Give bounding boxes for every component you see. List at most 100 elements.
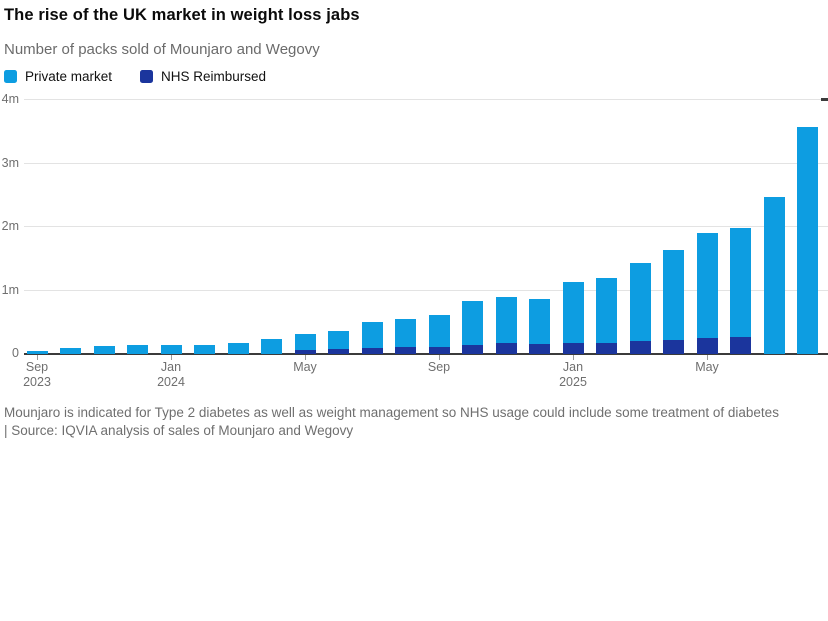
bar-segment-nhs-reimbursed: [562, 342, 584, 354]
bar-segment-nhs-reimbursed: [495, 343, 517, 354]
bar-segment-private-market: [93, 345, 115, 354]
bar-segment-nhs-reimbursed: [663, 339, 684, 354]
x-tick-mark: [572, 354, 574, 360]
bar-segment-nhs-reimbursed: [596, 342, 617, 354]
bar: [797, 126, 818, 354]
footnote-note: Mounjaro is indicated for Type 2 diabete…: [4, 405, 779, 420]
legend-item-nhs-reimbursed: NHS Reimbursed: [140, 69, 266, 84]
legend-label-nhs-reimbursed: NHS Reimbursed: [161, 69, 267, 84]
bar: [261, 338, 282, 354]
bar-segment-private-market: [395, 319, 416, 348]
bar-segment-private-market: [127, 345, 148, 354]
x-tick-mark: [438, 354, 440, 360]
x-tick-label-line: Sep: [427, 359, 451, 374]
y-gridline: [24, 99, 828, 100]
x-tick-label: Jan 2024: [139, 360, 203, 391]
bar-segment-private-market: [26, 351, 48, 354]
bar-segment-private-market: [763, 196, 785, 354]
x-tick-label-line: Sep: [25, 359, 49, 374]
bar-segment-private-market: [529, 298, 550, 344]
bar: [294, 334, 316, 354]
bar-segment-private-market: [495, 296, 517, 344]
chart-footnote: Mounjaro is indicated for Type 2 diabete…: [4, 404, 826, 439]
bar-segment-private-market: [194, 344, 215, 354]
bar: [428, 314, 450, 354]
bar: [763, 196, 785, 354]
x-tick-label: Sep 2023: [5, 360, 69, 391]
bar-segment-nhs-reimbursed: [395, 347, 416, 354]
bar-segment-nhs-reimbursed: [730, 337, 751, 354]
private-market-swatch-icon: [4, 70, 17, 83]
x-tick-label-line: May: [695, 359, 719, 374]
nhs-reimbursed-swatch-icon: [140, 70, 154, 83]
footnote-source: | Source: IQVIA analysis of sales of Mou…: [4, 422, 354, 438]
bar-segment-nhs-reimbursed: [529, 344, 550, 354]
chart-area: 4m 3m 2m 1m 0 Sep 2023 Jan 2024 May Sep Jan 2025 May: [0, 90, 828, 390]
x-tick-label: Jan 2025: [541, 360, 605, 391]
x-tick-label-line: 2023: [23, 375, 51, 389]
bar: [93, 345, 115, 354]
bar-segment-nhs-reimbursed: [294, 350, 316, 354]
bar-segment-nhs-reimbursed: [629, 341, 651, 354]
y-axis-label: 4m: [1, 92, 19, 106]
x-tick-mark: [170, 354, 172, 360]
chart-title: The rise of the UK market in weight loss…: [4, 6, 360, 24]
bar-segment-private-market: [361, 322, 383, 348]
x-tick-label: May: [273, 360, 337, 376]
y-axis-label: 1m: [1, 282, 19, 297]
x-tick-mark: [706, 354, 708, 360]
bar-segment-nhs-reimbursed: [328, 349, 349, 354]
bar-segment-nhs-reimbursed: [428, 346, 450, 354]
x-tick-mark: [36, 354, 38, 360]
bar: [60, 348, 81, 354]
legend-label-private-market: Private market: [25, 69, 113, 84]
bar-segment-nhs-reimbursed: [696, 337, 718, 354]
bar-segment-private-market: [160, 345, 182, 354]
bar-segment-nhs-reimbursed: [462, 344, 483, 354]
legend: Private market NHS Reimbursed: [4, 69, 266, 84]
x-axis-baseline: [24, 352, 828, 355]
bar: [127, 345, 148, 354]
bar-segment-private-market: [227, 342, 249, 354]
chart-subtitle: Number of packs sold of Mounjaro and Weg…: [4, 41, 320, 58]
bar: [696, 232, 718, 354]
x-tick-label-line: 2024: [157, 375, 185, 389]
x-tick-label-line: 2025: [559, 375, 587, 389]
bar: [361, 322, 383, 354]
bar: [227, 342, 249, 354]
x-tick-label-line: May: [293, 359, 317, 374]
bar: [194, 344, 215, 354]
bar-segment-private-market: [596, 277, 617, 343]
bar-segment-private-market: [797, 126, 818, 354]
bar-segment-private-market: [663, 250, 684, 340]
x-tick-label-line: Jan: [160, 359, 182, 374]
y-axis-label: 0: [12, 346, 19, 360]
bar: [663, 250, 684, 354]
y-axis-label: 2m: [1, 219, 19, 233]
bar: [495, 296, 517, 354]
axis-top-right-tick: [821, 98, 828, 101]
bar-segment-private-market: [696, 232, 718, 338]
bar-segment-private-market: [328, 331, 349, 350]
bar: [596, 277, 617, 354]
bar: [562, 281, 584, 354]
y-gridline: [24, 289, 828, 291]
bar: [395, 319, 416, 354]
y-gridline: [24, 226, 828, 227]
bar: [629, 262, 651, 354]
bar: [328, 331, 349, 354]
bar-segment-private-market: [730, 228, 751, 337]
bar: [26, 351, 48, 354]
bar-segment-private-market: [629, 262, 651, 342]
bar-segment-nhs-reimbursed: [361, 347, 383, 354]
bar-segment-private-market: [294, 334, 316, 351]
bar: [730, 228, 751, 354]
bar: [462, 301, 483, 354]
x-tick-label: Sep: [407, 360, 471, 376]
bar-segment-private-market: [428, 314, 450, 347]
bar-segment-private-market: [60, 348, 81, 354]
bar-segment-private-market: [562, 281, 584, 343]
y-gridline: [24, 162, 828, 164]
x-tick-label: May: [675, 360, 739, 376]
